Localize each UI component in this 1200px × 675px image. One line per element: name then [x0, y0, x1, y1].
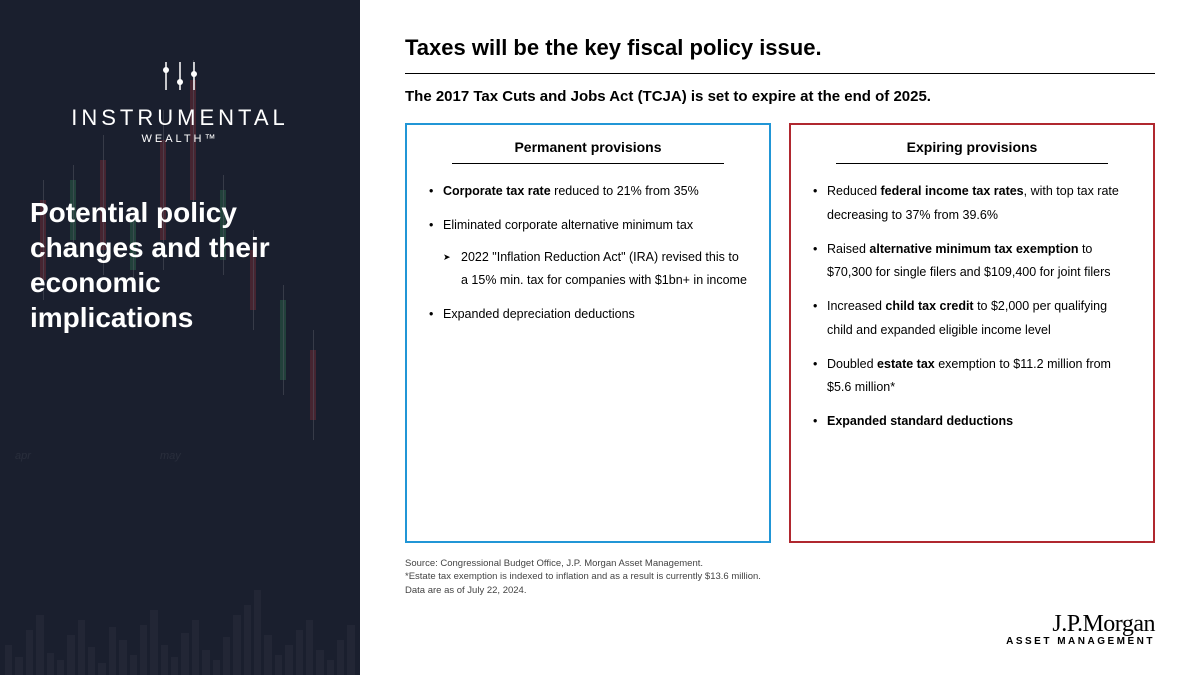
source-footnote: Source: Congressional Budget Office, J.P…: [405, 557, 905, 597]
list-item: Expanded depreciation deductions: [427, 303, 749, 327]
brand-logo: INSTRUMENTAL WEALTH™: [30, 60, 330, 145]
list-item: Reduced federal income tax rates, with t…: [811, 180, 1133, 228]
logo-sub-text: WEALTH™: [30, 133, 330, 145]
sidebar-heading: Potential policy changes and their econo…: [30, 195, 330, 335]
expiring-provisions-box: Expiring provisions Reduced federal inco…: [789, 123, 1155, 543]
main-title: Taxes will be the key fiscal policy issu…: [405, 35, 1155, 61]
list-item: Corporate tax rate reduced to 21% from 3…: [427, 180, 749, 204]
logo-tuning-icon: [158, 60, 202, 97]
list-item: Expanded standard deductions: [811, 410, 1133, 434]
provisions-boxes: Permanent provisions Corporate tax rate …: [405, 123, 1155, 543]
jpm-logo-sub: ASSET MANAGEMENT: [1006, 636, 1155, 647]
list-item: Eliminated corporate alternative minimum…: [427, 214, 749, 293]
box-right-title: Expiring provisions: [836, 139, 1108, 164]
volume-bars: [0, 555, 360, 675]
permanent-provisions-box: Permanent provisions Corporate tax rate …: [405, 123, 771, 543]
jpmorgan-attribution: J.P.Morgan ASSET MANAGEMENT: [1006, 611, 1155, 647]
list-subitem: 2022 "Inflation Reduction Act" (IRA) rev…: [443, 246, 749, 294]
logo-main-text: INSTRUMENTAL: [30, 105, 330, 131]
box-left-title: Permanent provisions: [452, 139, 724, 164]
list-item: Increased child tax credit to $2,000 per…: [811, 295, 1133, 343]
main-content: Taxes will be the key fiscal policy issu…: [360, 0, 1200, 675]
title-rule: [405, 73, 1155, 74]
list-item: Raised alternative minimum tax exemption…: [811, 238, 1133, 286]
month-label-may: may: [160, 450, 181, 462]
list-item: Doubled estate tax exemption to $11.2 mi…: [811, 353, 1133, 401]
jpm-logo-text: J.P.Morgan: [1006, 611, 1155, 638]
subtitle: The 2017 Tax Cuts and Jobs Act (TCJA) is…: [405, 88, 1155, 105]
sidebar: apr may INSTRUMENTAL WEALTH™ Potential p…: [0, 0, 360, 675]
permanent-list: Corporate tax rate reduced to 21% from 3…: [427, 180, 749, 327]
month-label-apr: apr: [15, 450, 31, 462]
expiring-list: Reduced federal income tax rates, with t…: [811, 180, 1133, 434]
